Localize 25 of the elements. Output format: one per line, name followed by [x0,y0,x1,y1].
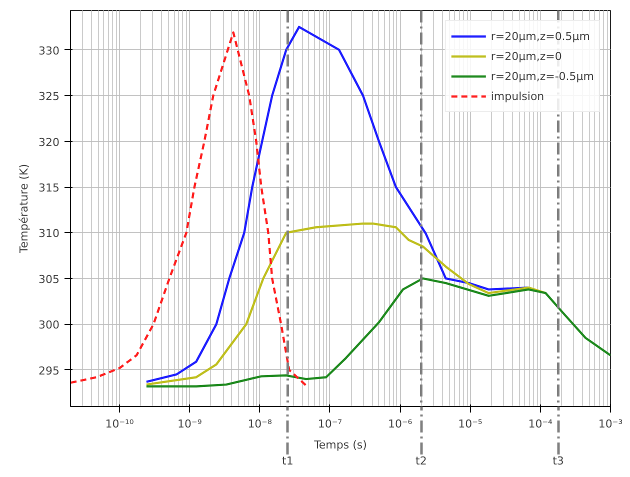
y-tick-label: 305 [38,272,60,286]
y-tick-label: 310 [38,227,60,240]
x-tick-label: 10⁻⁴ [528,418,554,430]
x-tick-label: 10⁻⁹ [178,418,202,430]
x-tick-label: 10⁻³ [598,418,623,430]
legend-label: r=20µm,z=0 [490,50,562,62]
ref-line-label: t2 [416,454,427,468]
legend-label: impulsion [490,90,544,102]
y-tick-label: 295 [38,364,60,378]
x-tick-label: 10⁻⁵ [458,418,482,430]
legend-label: r=20µm,z=-0.5µm [490,70,594,82]
x-tick-label: 10⁻¹⁰ [105,418,134,430]
y-tick-label: 320 [38,136,60,149]
x-tick-label: 10⁻⁸ [248,418,272,430]
ref-line-label: t3 [552,454,564,468]
y-tick-label: 325 [38,90,60,104]
ref-line-label: t1 [282,454,294,468]
y-tick-label: 330 [38,44,60,58]
legend-label: r=20µm,z=0.5µm [490,30,590,42]
x-tick-label: 10⁻⁷ [318,418,342,430]
y-tick-label: 300 [38,318,60,332]
x-axis-title: Temps (s) [313,438,367,452]
y-tick-label: 315 [38,182,60,195]
x-tick-label: 10⁻⁶ [388,418,413,430]
y-axis-title: Température (K) [18,164,31,254]
